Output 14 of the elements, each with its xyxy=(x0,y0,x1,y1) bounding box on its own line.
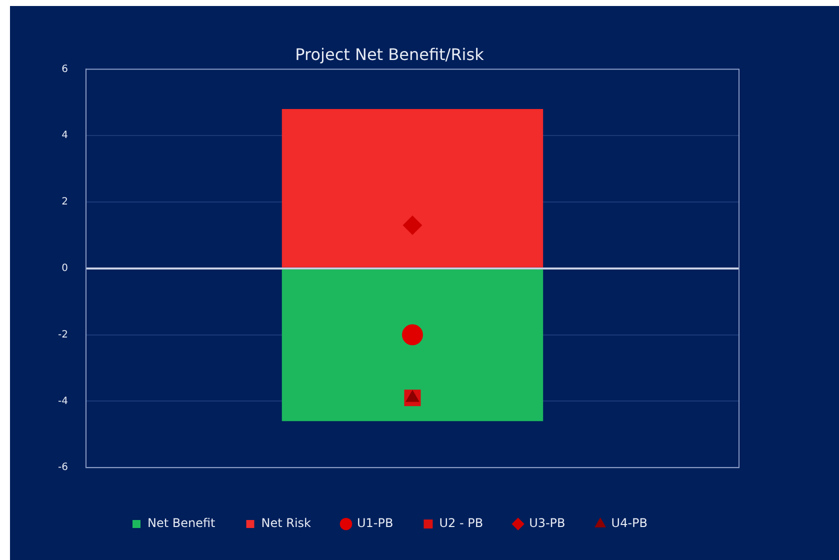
legend-label: U1-PB xyxy=(357,516,394,530)
legend-label: U4-PB xyxy=(611,516,648,530)
legend-label: U3-PB xyxy=(529,516,566,530)
y-tick-label: 4 xyxy=(62,130,68,142)
chart-title: Project Net Benefit/Risk xyxy=(295,44,485,64)
y-tick-label: -6 xyxy=(58,462,68,474)
legend-label: Net Risk xyxy=(261,516,312,530)
legend-label: Net Benefit xyxy=(148,516,216,530)
y-tick-label: 2 xyxy=(62,196,68,208)
y-tick-label: 0 xyxy=(62,262,68,274)
legend-label: U2 - PB xyxy=(439,516,484,530)
y-tick-label: -4 xyxy=(58,396,68,407)
y-tick-label: 6 xyxy=(62,64,68,75)
y-tick-label: -2 xyxy=(58,329,68,340)
